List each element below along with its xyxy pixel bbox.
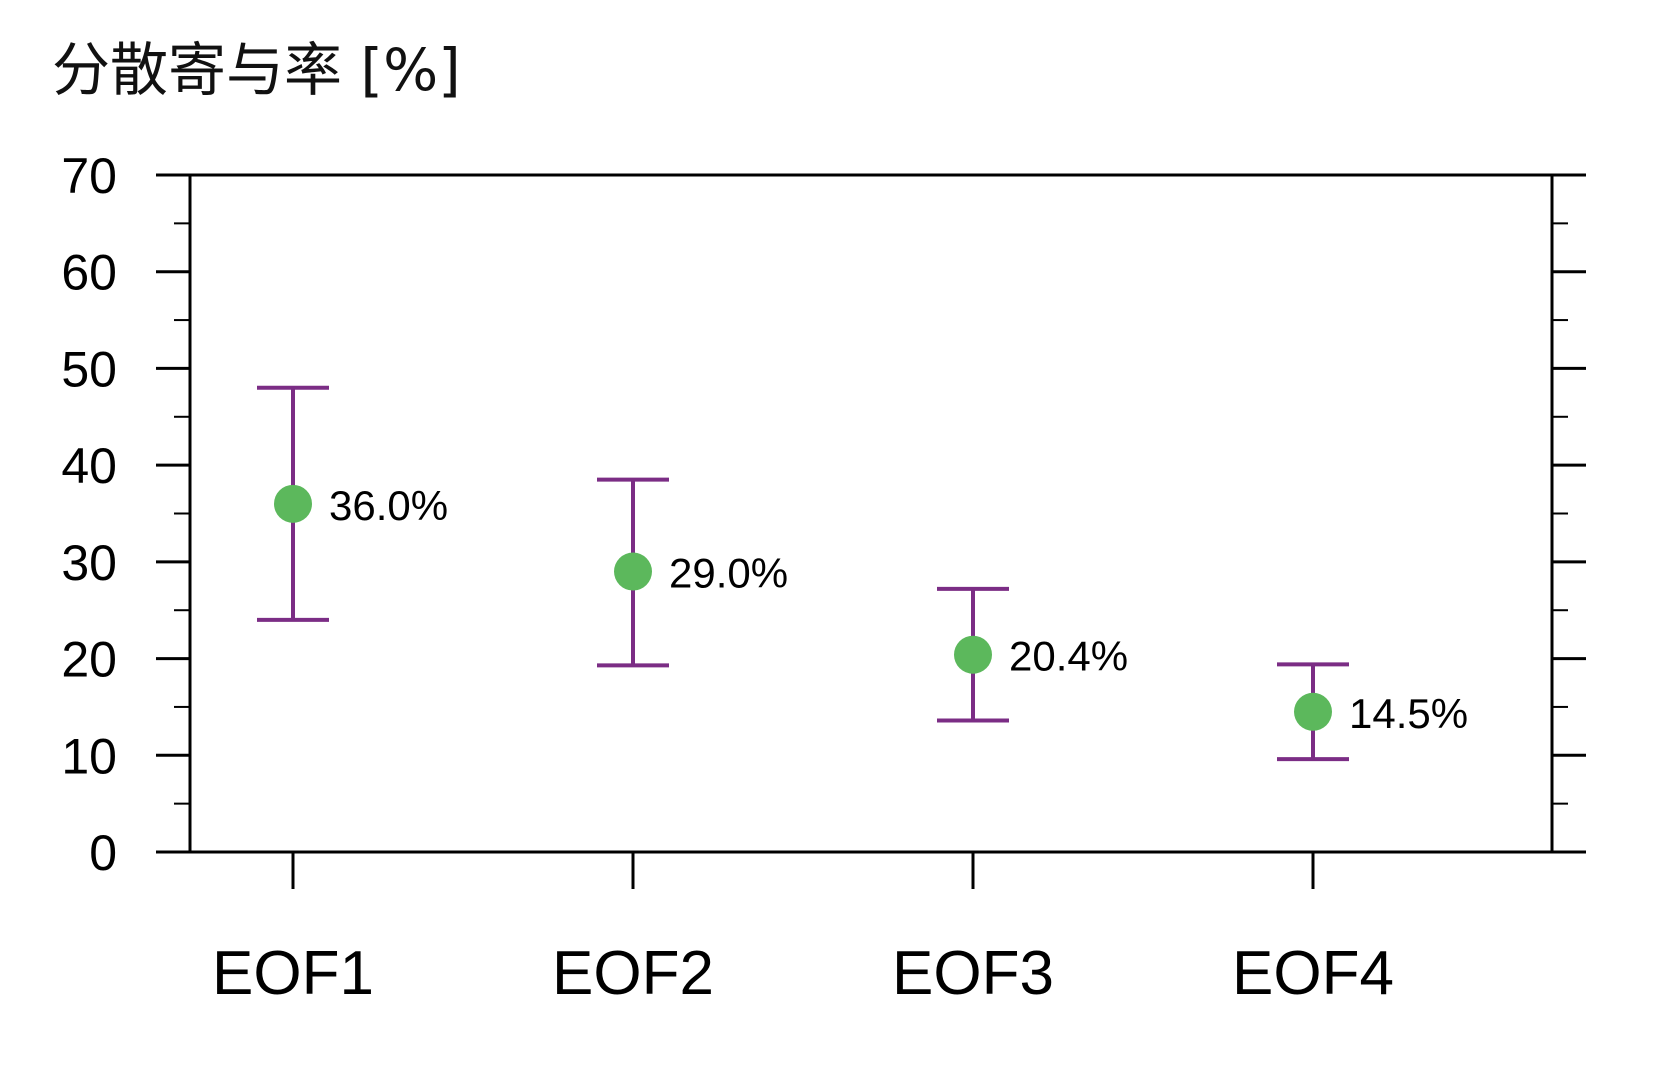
x-tick-label: EOF3 [892,939,1054,1008]
y-axis-right [1552,173,1586,854]
data-value-label: 20.4% [1009,633,1128,680]
data-point-marker [954,635,992,674]
y-tick-label: 0 [89,825,117,881]
data-value-label: 36.0% [329,482,448,529]
chart-title: 分散寄与率 [%] [52,36,461,104]
y-tick-label: 10 [61,728,117,784]
y-tick-label: 30 [61,535,117,591]
series-points: 36.0% 29.0% 20.4% 14.5% [257,385,1468,762]
x-tick-label: EOF1 [212,939,374,1008]
data-point-group: 29.0% [597,477,788,668]
x-tick-label: EOF4 [1232,939,1394,1008]
y-axis-left: 0 10 20 30 40 50 60 70 [61,148,190,881]
data-value-label: 29.0% [669,550,788,597]
data-point-marker [274,484,312,523]
data-point-group: 20.4% [937,586,1128,723]
data-point-group: 36.0% [257,385,448,622]
data-point-group: 14.5% [1277,662,1468,762]
x-axis: EOF1 EOF2 EOF3 EOF4 [212,852,1394,1008]
y-tick-label: 60 [61,245,117,301]
y-tick-label: 20 [61,632,117,688]
data-point-marker [1294,692,1332,731]
data-point-marker [614,552,652,591]
y-tick-label: 70 [61,148,117,204]
x-tick-label: EOF2 [552,939,714,1008]
data-value-label: 14.5% [1349,690,1468,737]
y-tick-label: 50 [61,341,117,397]
y-tick-label: 40 [61,438,117,494]
